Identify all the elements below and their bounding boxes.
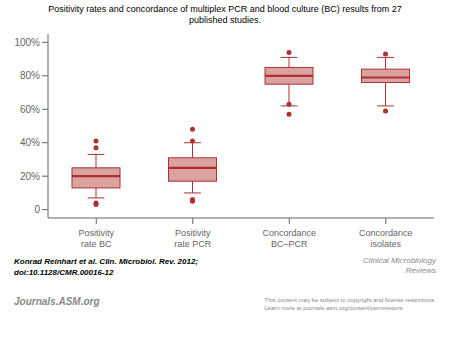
- svg-text:Positivityrate BC: Positivityrate BC: [78, 228, 114, 249]
- svg-text:Positivityrate PCR: Positivityrate PCR: [174, 228, 212, 249]
- html-text:Positivity rates and concordan: Positivity rates and concordance of mult…: [48, 4, 402, 25]
- svg-text:40%: 40%: [20, 137, 40, 148]
- svg-text:Concordanceisolates: Concordanceisolates: [359, 228, 413, 249]
- svg-text:80%: 80%: [20, 70, 40, 81]
- html-text:This content may be subject to: This content may be subject to copyright…: [264, 297, 436, 311]
- svg-text:100%: 100%: [14, 37, 40, 48]
- svg-text:0: 0: [34, 204, 40, 215]
- html-text:Clinical Microbiology Reviews: Clinical Microbiology Reviews: [363, 256, 436, 275]
- html-text:Journals.ASM.org: Journals.ASM.org: [14, 296, 100, 307]
- svg-text:ConcordanceBC–PCR: ConcordanceBC–PCR: [262, 228, 316, 249]
- html-text:Konrad Reinhart et al. Clin. M: Konrad Reinhart et al. Clin. Microbiol. …: [14, 257, 198, 266]
- svg-text:60%: 60%: [20, 104, 40, 115]
- svg-text:20%: 20%: [20, 171, 40, 182]
- html-text:doi:10.1128/CMR.00016-12: doi:10.1128/CMR.00016-12: [14, 268, 114, 277]
